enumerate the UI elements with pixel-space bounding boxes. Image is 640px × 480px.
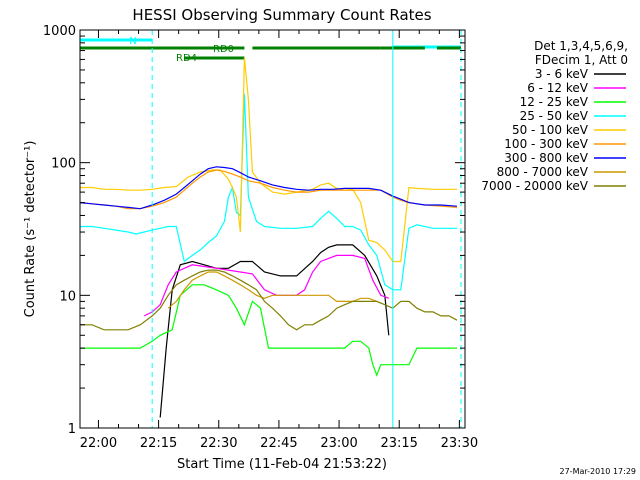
y-tick-label-1: 10 <box>59 289 76 304</box>
x-tick-label-0: 22:00 <box>80 436 117 451</box>
y-axis-ticks: 1 10 100 1000 <box>43 24 465 437</box>
plot-frame <box>79 29 466 429</box>
chart-title: HESSI Observing Summary Count Rates <box>132 6 431 24</box>
legend-header-line-1: Det 1,3,4,5,6,9, <box>534 39 628 53</box>
x-axis-label: Start Time (11-Feb-04 21:53:22) <box>177 457 387 472</box>
y-axis-label: Count Rate (s⁻¹ detector⁻¹) <box>23 141 38 318</box>
legend-label-2: 12 - 25 keV <box>520 95 589 109</box>
x-tick-label-1: 22:15 <box>140 436 177 451</box>
legend-label-5: 100 - 300 keV <box>504 137 588 151</box>
x-tick-label-3: 22:45 <box>260 436 297 451</box>
legend-label-8: 7000 - 20000 keV <box>481 179 588 193</box>
status-bar-label-2: RD0 <box>213 44 234 55</box>
date-stamp: 27-Mar-2010 17:29 <box>560 467 637 476</box>
series-line-4 <box>80 57 457 263</box>
legend-label-3: 25 - 50 keV <box>520 109 589 123</box>
status-bars: N RD0 RD4 <box>80 36 461 64</box>
legend-label-1: 6 - 12 keV <box>527 81 589 95</box>
legend-label-0: 3 - 6 keV <box>535 67 589 81</box>
series-line-7 <box>167 271 378 309</box>
legend-header-line-2: FDecim 1, Att 0 <box>535 53 628 67</box>
x-tick-label-5: 23:15 <box>380 436 417 451</box>
x-tick-label-4: 23:00 <box>320 436 357 451</box>
x-tick-label-6: 23:30 <box>441 436 478 451</box>
series-line-6 <box>79 166 458 210</box>
series-lines <box>79 57 458 418</box>
series-line-2 <box>80 284 457 377</box>
status-bar-label-3: RD4 <box>176 53 197 64</box>
y-tick-label-2: 100 <box>51 157 76 172</box>
legend-label-7: 800 - 7000 keV <box>497 165 589 179</box>
series-line-8 <box>80 269 458 331</box>
legend-label-4: 50 - 100 keV <box>512 123 589 137</box>
series-line-0 <box>159 244 390 418</box>
series-line-1 <box>143 254 390 317</box>
y-tick-label-0: 1 <box>68 422 76 437</box>
x-axis-ticks: 22:00 22:15 22:30 22:45 23:00 23:15 23:30 <box>80 30 478 451</box>
legend: Det 1,3,4,5,6,9, FDecim 1, Att 0 3 - 6 k… <box>481 39 628 193</box>
y-tick-label-3: 1000 <box>43 24 76 39</box>
status-bar-label-0: N <box>129 36 136 47</box>
legend-label-6: 300 - 800 keV <box>504 151 588 165</box>
x-tick-label-2: 22:30 <box>200 436 237 451</box>
